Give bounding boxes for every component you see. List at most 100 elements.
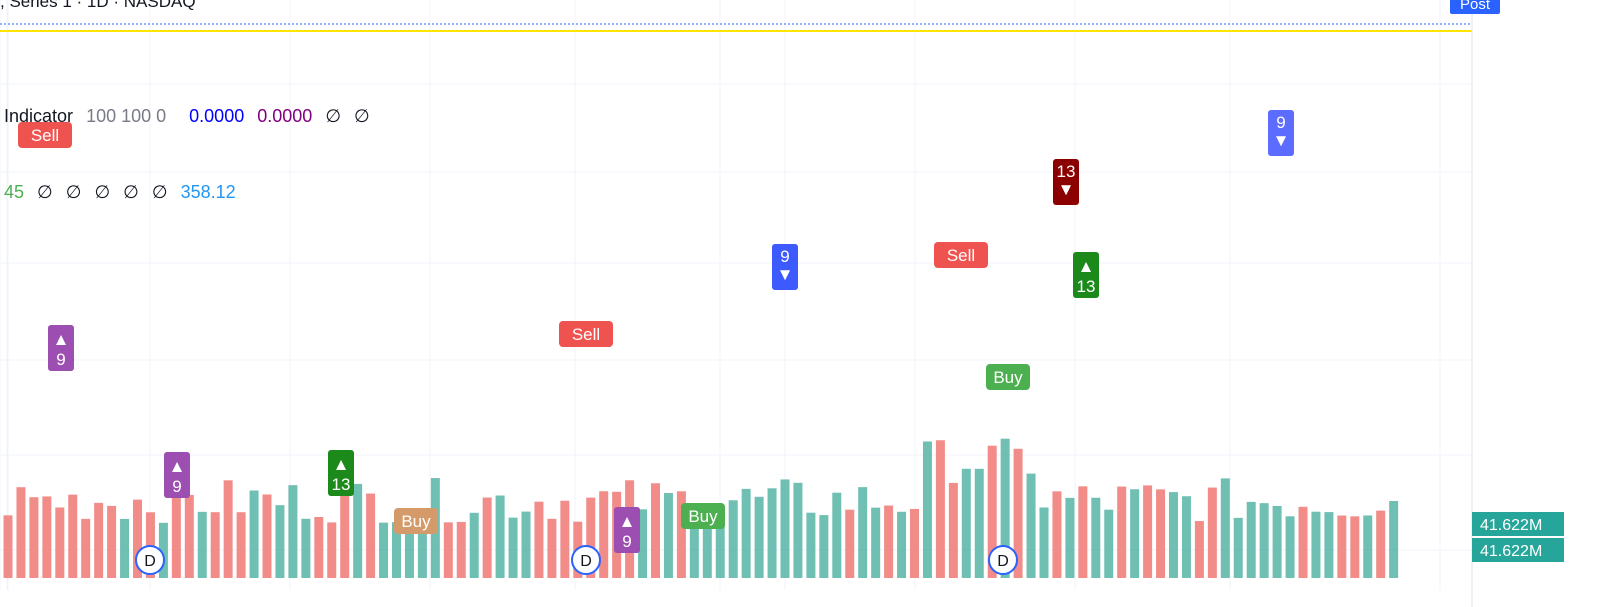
volume-bar <box>948 482 958 578</box>
sell-signal-box <box>18 122 72 148</box>
volume-bar <box>1324 512 1334 578</box>
volume-bar <box>1117 486 1127 578</box>
volume-bar <box>1078 486 1088 578</box>
volume-bar <box>560 500 570 578</box>
volume-bar <box>974 468 984 578</box>
volume-bar <box>120 518 130 578</box>
indicator-empty-a: ∅ <box>325 106 341 126</box>
row2-prefix: 45 <box>4 182 25 202</box>
indicator-value-b: 0.0000 <box>257 106 313 126</box>
td-count-9-count: 9 <box>172 477 181 496</box>
volume-bar <box>819 515 829 578</box>
volume-bar <box>663 493 673 578</box>
volume-bar <box>81 518 91 578</box>
td-count-9-box <box>772 244 798 290</box>
volume-bar <box>353 483 363 578</box>
volume-bar <box>1311 511 1321 578</box>
volume-bar <box>262 494 272 578</box>
volume-tag <box>1472 538 1564 562</box>
td-count-13-arrow: ▼ <box>1058 180 1075 199</box>
volume-bar <box>379 522 389 578</box>
buy-signal-box <box>394 508 438 534</box>
volume-bar <box>1104 509 1114 578</box>
dividend-marker <box>135 545 165 575</box>
volume-bar <box>16 487 26 578</box>
volume-bar <box>184 494 194 578</box>
volume-bar <box>897 511 907 578</box>
volume-bar <box>42 496 52 578</box>
volume-bar <box>1220 478 1230 578</box>
volume-bar <box>417 509 427 578</box>
volume-bar <box>961 468 971 578</box>
sell-signal-text: Sell <box>572 325 600 344</box>
volume-bar <box>689 522 699 578</box>
td-count-9-count: 9 <box>622 532 631 551</box>
td-count-9-box <box>48 325 74 371</box>
volume-bar <box>469 512 479 578</box>
volume-bar <box>197 511 207 578</box>
volume-bar <box>1156 489 1166 578</box>
volume-bar <box>482 497 492 578</box>
volume-bar <box>158 522 168 578</box>
volume-bar <box>1194 521 1204 578</box>
volume-bar <box>1285 516 1295 578</box>
td-count-9-arrow: ▲ <box>619 512 636 531</box>
volume-bar <box>288 485 298 578</box>
dividend-marker <box>571 545 601 575</box>
row2-empty-2: ∅ <box>94 182 111 202</box>
volume-bar <box>935 440 945 578</box>
volume-bar <box>1181 496 1191 578</box>
sell-signal-box <box>559 321 613 347</box>
dividend-label: D <box>144 553 156 570</box>
volume-tag <box>1472 512 1564 536</box>
volume-bar <box>1272 505 1282 578</box>
volume-bar <box>107 505 117 578</box>
sell-signal-text: Sell <box>31 126 59 145</box>
volume-bar <box>366 493 376 578</box>
volume-bar <box>871 507 881 578</box>
volume-bar <box>1207 487 1217 578</box>
volume-bar <box>1065 497 1075 578</box>
buy-signal-text: Buy <box>993 368 1023 387</box>
volume-bar <box>133 499 142 578</box>
td-count-9-box <box>614 507 640 553</box>
volume-tag-text: 41.622M <box>1480 543 1542 560</box>
post-market-button[interactable]: Post <box>1450 0 1500 14</box>
indicator-params: 100 100 0 <box>86 106 167 126</box>
td-count-9-arrow: ▲ <box>53 330 70 349</box>
volume-bar <box>845 509 855 578</box>
td-count-13-count: 13 <box>1057 162 1076 181</box>
volume-bar <box>29 497 39 578</box>
row2-empty-4: ∅ <box>151 182 168 202</box>
volume-bar <box>651 483 660 578</box>
td-count-13-arrow: ▲ <box>333 455 350 474</box>
buy-signal-box <box>986 364 1030 390</box>
volume-bar <box>1350 516 1360 578</box>
sell-signal-box <box>934 242 988 268</box>
indicator-name[interactable]: Indicator <box>4 106 74 126</box>
indicator-legend[interactable]: Indicator 100 100 0 0.0000 0.0000 ∅ ∅ <box>4 106 378 127</box>
volume-bar <box>1143 485 1153 578</box>
volume-bar <box>586 497 596 578</box>
sell-signal-text: Sell <box>947 246 975 265</box>
volume-bar <box>547 518 557 578</box>
volume-bar <box>1052 491 1062 578</box>
dividend-marker <box>988 545 1018 575</box>
volume-bar <box>638 509 648 578</box>
td-count-9-count: 9 <box>56 350 65 369</box>
td-count-13-count: 13 <box>332 475 351 494</box>
td-count-9-box <box>1268 110 1294 156</box>
volume-tag-text: 41.622M <box>1480 517 1542 534</box>
volume-bar <box>780 479 790 578</box>
volume-bar <box>702 517 712 578</box>
volume-bar <box>327 522 337 578</box>
volume-bar <box>534 501 544 578</box>
volume-bar <box>806 512 816 578</box>
volume-bar <box>210 512 220 578</box>
indicator-legend-row2[interactable]: 45 ∅ ∅ ∅ ∅ ∅ 358.12 <box>4 182 244 203</box>
volume-bar <box>728 500 738 578</box>
volume-bar <box>987 445 997 578</box>
volume-bar <box>275 505 285 578</box>
